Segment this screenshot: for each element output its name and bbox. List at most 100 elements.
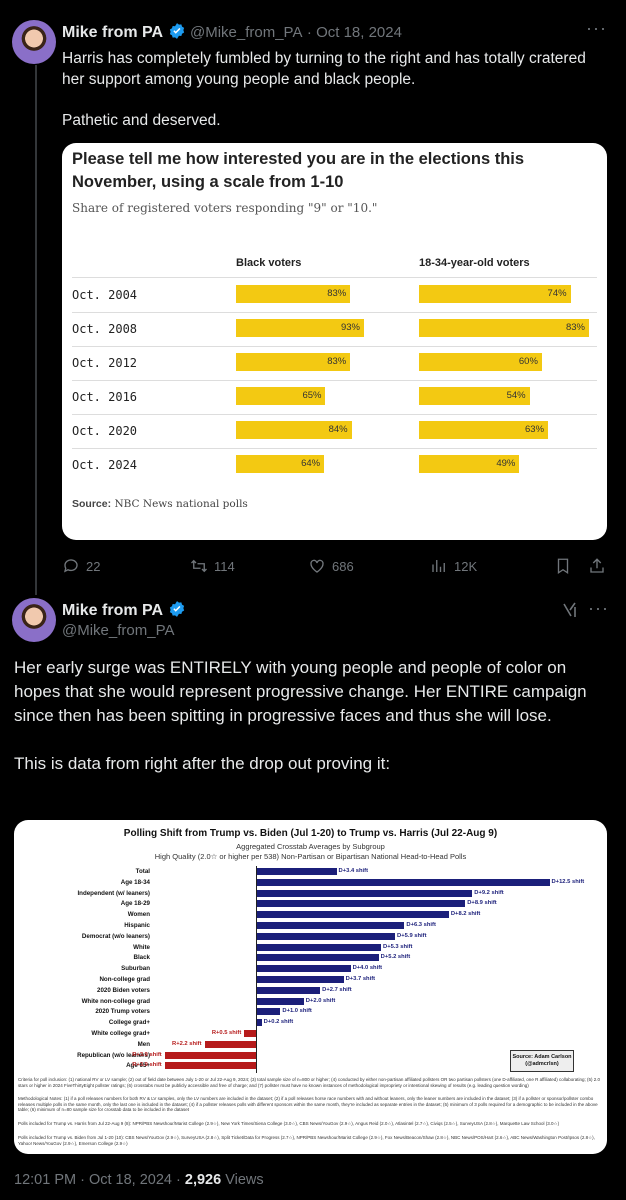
heart-icon (310, 559, 324, 573)
bar (257, 1008, 281, 1016)
bar-value-label: 54% (506, 390, 526, 401)
bar: 49% (419, 455, 520, 473)
bar: 83% (236, 285, 351, 303)
bar: 93% (236, 319, 364, 337)
tweet-text-paragraph: Pathetic and deserved. (62, 112, 221, 129)
grok-icon[interactable] (562, 601, 578, 619)
retweet-button[interactable]: 114 (190, 557, 235, 575)
bar: 63% (419, 421, 549, 439)
bar-value-label: R+3.9 shift (132, 1062, 162, 1069)
bar-value-label: 74% (547, 288, 567, 299)
tweet-text: Harris has completely fumbled by turning… (62, 48, 602, 131)
bar-value-label: 83% (327, 356, 347, 367)
chart-subtitle: Aggregated Crosstab Averages by Subgroup (236, 842, 385, 851)
author-handle[interactable]: @Mike_from_PA (62, 622, 175, 639)
bar-value-label: D+5.9 shift (397, 932, 427, 939)
bar (257, 976, 344, 983)
row-label: Oct. 2016 (72, 390, 138, 404)
like-count: 686 (332, 558, 354, 574)
verified-badge-icon (169, 23, 184, 39)
views-button[interactable]: 12K (430, 557, 477, 575)
bar-value-label: 93% (340, 322, 360, 333)
chart-subtitle: Share of registered voters responding "9… (72, 201, 378, 215)
attached-image-poll-chart[interactable]: Please tell me how interested you are in… (62, 143, 607, 540)
like-button[interactable]: 686 (308, 557, 354, 575)
share-icon[interactable] (588, 557, 606, 575)
row-label: Age 18-34 (120, 878, 150, 886)
bar-value-label: 49% (496, 458, 516, 469)
tweet-header: Mike from PA @Mike_from_PA · Oct 18, 202… (62, 22, 402, 42)
divider (72, 448, 597, 449)
author-handle[interactable]: @Mike_from_PA (189, 24, 303, 41)
bar-value-label: D+9.2 shift (474, 889, 504, 896)
row-label: Men (137, 1040, 150, 1048)
bar (164, 1062, 256, 1070)
views-count: 2,926 (184, 1172, 222, 1188)
tweet-time[interactable]: 12:01 PM · Oct 18, 2024 · (14, 1172, 181, 1188)
tweet-date[interactable]: · Oct 18, 2024 (306, 24, 402, 41)
bar (257, 986, 321, 994)
row-label: Democrat (w/o leaners) (81, 932, 150, 940)
bar (257, 868, 337, 875)
divider (72, 312, 597, 313)
chart-title: Polling Shift from Trump vs. Biden (Jul … (123, 828, 498, 839)
bar (257, 1019, 262, 1027)
bar (257, 900, 466, 908)
row-label: College grad+ (108, 1019, 150, 1027)
attached-image-shift-chart[interactable]: Polling Shift from Trump vs. Biden (Jul … (14, 820, 607, 1154)
divider (72, 277, 597, 278)
row-label: Women (127, 911, 150, 919)
source-name: Source: Adam Carlson (512, 1054, 572, 1060)
chart-note: Criteria for poll inclusion: (1) nationa… (18, 1077, 601, 1088)
bar-value-label: D+2.0 shift (305, 997, 336, 1004)
bar: 64% (236, 455, 325, 473)
bar-value-label: R+0.5 shift (211, 1030, 242, 1036)
more-options-icon[interactable]: ··· (588, 598, 609, 618)
bar-value-label: D+3.4 shift (338, 868, 369, 874)
bar-value-label: 65% (302, 390, 322, 401)
bar: 84% (236, 421, 352, 439)
row-label: Hispanic (124, 922, 150, 929)
reply-icon (63, 559, 78, 573)
bar: 83% (236, 353, 351, 371)
row-label: White college grad+ (91, 1030, 150, 1037)
bar (257, 889, 473, 897)
bar-value-label: 83% (327, 288, 347, 299)
retweet-count: 114 (214, 558, 235, 574)
tweet-timestamp: 12:01 PM · Oct 18, 2024 · 2,926 Views (14, 1172, 264, 1188)
chart-title: Please tell me how interested you are in… (72, 150, 525, 191)
chart-source: Source: NBC News national polls (72, 498, 248, 510)
row-label: Age 65+ (126, 1062, 150, 1070)
row-label: White non-college grad (81, 997, 150, 1005)
row-label: Oct. 2012 (72, 356, 138, 370)
row-label: Oct. 2024 (72, 458, 138, 472)
bar-value-label: D+2.7 shift (322, 986, 352, 993)
avatar[interactable] (12, 598, 56, 642)
reply-count: 22 (86, 558, 101, 574)
bar (257, 878, 550, 886)
bookmark-icon[interactable] (554, 557, 572, 575)
bar (164, 1051, 256, 1059)
author-name[interactable]: Mike from PA (62, 24, 164, 41)
bar (244, 1030, 256, 1037)
chart-note: Methodological Notes: (1) if a poll rele… (18, 1096, 598, 1113)
bar-value-label: 60% (518, 356, 538, 367)
bar-value-label: D+1.0 shift (282, 1008, 312, 1015)
bar-value-label: D+4.0 shift (352, 965, 383, 972)
more-options-icon[interactable]: ··· (586, 18, 607, 38)
bar-value-label: R+2.2 shift (172, 1040, 202, 1047)
bar-value-label: R+3.9 shift (132, 1051, 162, 1058)
avatar[interactable] (12, 20, 56, 64)
author-name[interactable]: Mike from PA (62, 602, 164, 619)
bar (257, 954, 379, 962)
bar-value-label: D+3.7 shift (345, 976, 376, 982)
reply-button[interactable]: 22 (62, 557, 100, 575)
bar: 54% (419, 387, 530, 405)
source-handle: (@admcrlsn) (525, 1061, 559, 1067)
bar-value-label: D+8.9 shift (467, 900, 497, 907)
row-label: Black (133, 954, 150, 962)
row-label: Republican (w/o leaners) (77, 1051, 150, 1059)
bar (257, 965, 351, 973)
tweet-text: Her early surge was ENTIRELY with young … (14, 656, 614, 776)
bar-value-label: D+5.3 shift (383, 943, 413, 950)
